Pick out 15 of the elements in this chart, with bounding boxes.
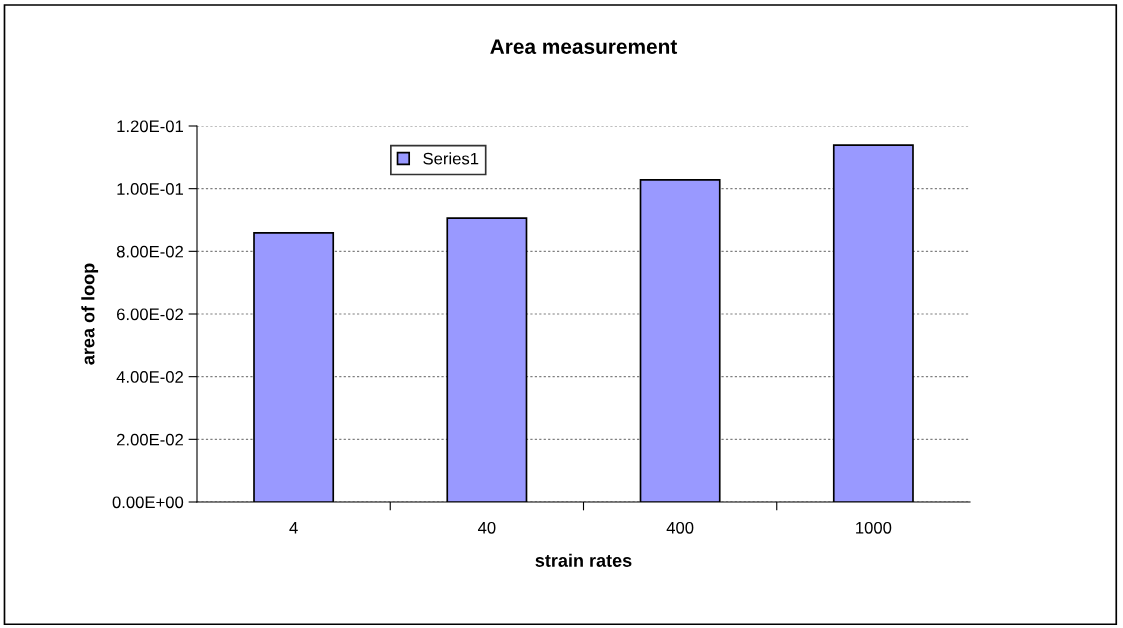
y-tick-label: 1.20E-01 bbox=[117, 120, 183, 133]
chart-title: Area measurement bbox=[490, 39, 678, 54]
x-tick-label: 40 bbox=[477, 521, 496, 534]
y-tick-label: 4.00E-02 bbox=[116, 371, 183, 383]
legend-label: Series1 bbox=[423, 152, 479, 165]
y-tick-label: 8.00E-02 bbox=[116, 245, 183, 258]
y-tick-label: 6.00E-02 bbox=[117, 308, 183, 321]
y-tick-label: 2.00E-02 bbox=[117, 433, 183, 446]
y-tick-label: 0.00E+00 bbox=[112, 496, 184, 509]
x-tick-label: 4 bbox=[289, 522, 298, 534]
x-tick-label: 400 bbox=[666, 521, 694, 534]
y-axis-title: area of loop bbox=[81, 263, 99, 365]
x-tick-label: 1000 bbox=[856, 521, 892, 534]
y-tick-label: 1.00E-01 bbox=[117, 183, 183, 195]
x-axis-title: strain rates bbox=[535, 553, 632, 567]
